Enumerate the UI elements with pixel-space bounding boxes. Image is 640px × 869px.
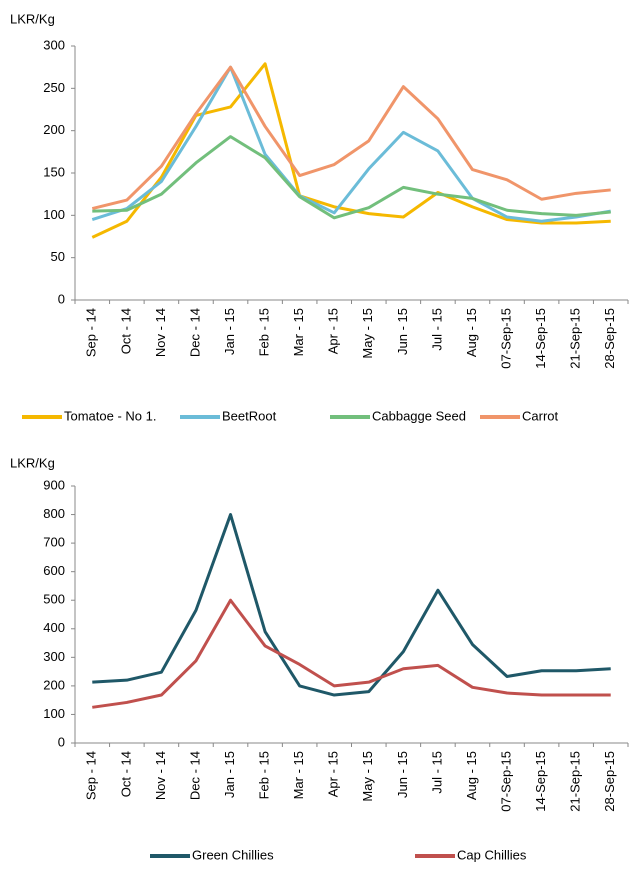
- y-tick-label: 600: [43, 563, 65, 578]
- y-tick-label: 400: [43, 620, 65, 635]
- x-tick-label: Jun - 15: [395, 308, 410, 355]
- x-tick-label: 14-Sep-15: [533, 751, 548, 812]
- x-tick-label: Jul - 15: [429, 308, 444, 351]
- y-tick-label: 0: [58, 291, 65, 306]
- x-tick-label: Dec - 14: [187, 308, 202, 357]
- series-line: [91, 62, 611, 239]
- x-tick-label: 07-Sep-15: [498, 751, 513, 812]
- y-tick-label: 500: [43, 592, 65, 607]
- x-tick-label: 21-Sep-15: [568, 751, 583, 812]
- y-tick-label: 100: [43, 207, 65, 222]
- series-line: [92, 135, 611, 220]
- series-line: [92, 598, 611, 709]
- y-tick-label: 300: [43, 649, 65, 664]
- legend-label: Cap Chillies: [457, 847, 527, 862]
- series-line: [92, 513, 611, 697]
- y-axis-title: LKR/Kg: [10, 455, 55, 470]
- x-tick-label: Sep - 14: [84, 751, 99, 800]
- y-tick-label: 200: [43, 677, 65, 692]
- legend-label: BeetRoot: [222, 408, 277, 423]
- y-tick-label: 150: [43, 164, 65, 179]
- x-tick-label: 14-Sep-15: [533, 308, 548, 369]
- x-tick-label: Sep - 14: [84, 308, 99, 357]
- x-tick-label: Oct - 14: [118, 308, 133, 354]
- x-tick-label: Feb - 15: [257, 308, 272, 356]
- x-tick-label: Oct - 14: [118, 751, 133, 797]
- x-tick-label: Feb - 15: [257, 751, 272, 799]
- y-tick-label: 300: [43, 37, 65, 52]
- y-tick-label: 800: [43, 506, 65, 521]
- x-tick-label: 28-Sep-15: [602, 308, 617, 369]
- x-tick-label: Nov - 14: [153, 751, 168, 800]
- x-tick-label: Jun - 15: [395, 751, 410, 798]
- x-tick-label: Nov - 14: [153, 308, 168, 357]
- x-tick-label: Dec - 14: [187, 751, 202, 800]
- x-tick-label: Mar - 15: [291, 751, 306, 799]
- y-tick-label: 900: [43, 477, 65, 492]
- x-tick-label: 07-Sep-15: [498, 308, 513, 369]
- y-tick-label: 250: [43, 80, 65, 95]
- y-axis-title: LKR/Kg: [10, 11, 55, 26]
- x-tick-label: Apr - 15: [326, 751, 341, 797]
- series-line: [91, 65, 611, 211]
- y-tick-label: 200: [43, 122, 65, 137]
- y-tick-label: 50: [51, 249, 65, 264]
- legend-label: Cabbagge Seed: [372, 408, 466, 423]
- series-line: [91, 65, 611, 223]
- legend-label: Green Chillies: [192, 847, 274, 862]
- y-tick-label: 700: [43, 535, 65, 550]
- legend-label: Tomatoe - No 1.: [64, 408, 157, 423]
- x-tick-label: 28-Sep-15: [602, 751, 617, 812]
- x-tick-label: May - 15: [360, 751, 375, 802]
- legend-label: Carrot: [522, 408, 559, 423]
- x-tick-label: May - 15: [360, 308, 375, 359]
- x-tick-label: Mar - 15: [291, 308, 306, 356]
- y-tick-label: 100: [43, 706, 65, 721]
- y-tick-label: 0: [58, 734, 65, 749]
- x-tick-label: 21-Sep-15: [568, 308, 583, 369]
- x-tick-label: Aug - 15: [464, 751, 479, 800]
- x-tick-label: Apr - 15: [326, 308, 341, 354]
- x-tick-label: Jul - 15: [429, 751, 444, 794]
- x-tick-label: Aug - 15: [464, 308, 479, 357]
- x-tick-label: Jan - 15: [222, 751, 237, 798]
- x-tick-label: Jan - 15: [222, 308, 237, 355]
